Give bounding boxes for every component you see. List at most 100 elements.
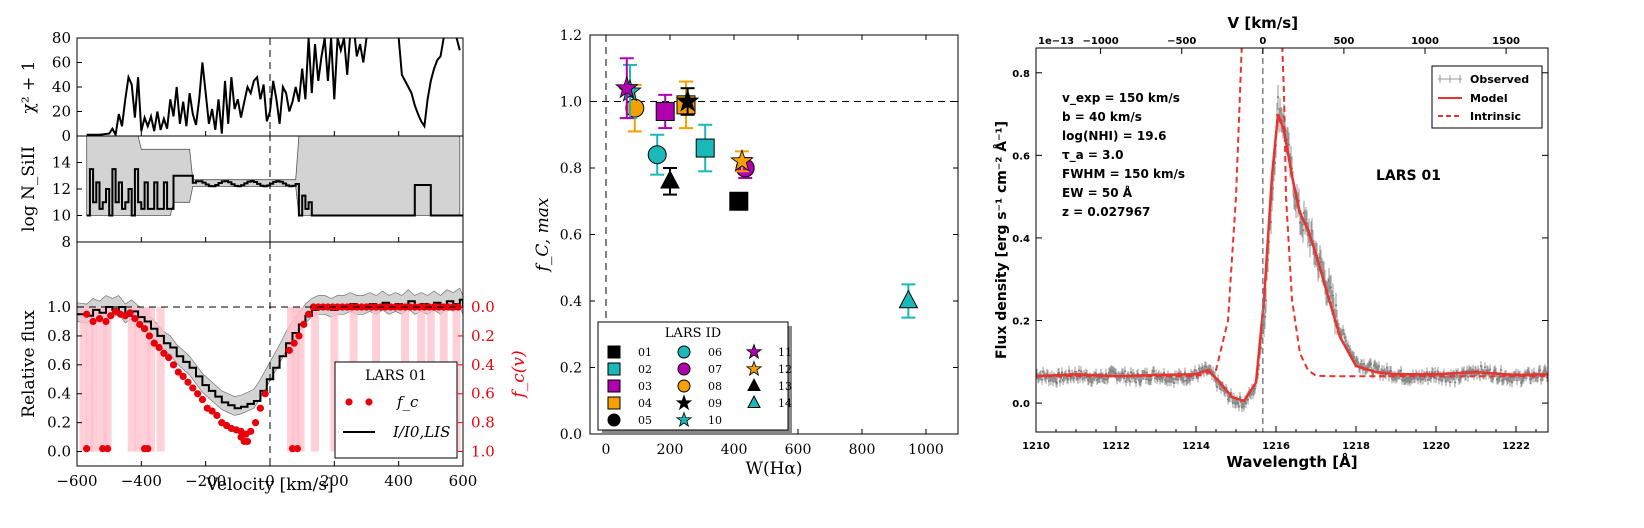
observed-point	[1215, 385, 1219, 388]
ytick-label: 0.4	[560, 294, 582, 310]
ytick-label: 0.6	[1012, 151, 1030, 162]
marker-circle	[677, 379, 691, 393]
top-xtick-label: 500	[1333, 36, 1354, 47]
fc-point	[160, 349, 168, 357]
xtick-label: 800	[849, 442, 876, 458]
ytick-label: 0.4	[1012, 234, 1030, 245]
xtick-label: 600	[449, 472, 478, 490]
xtick-label: 200	[657, 442, 684, 458]
fc-point	[194, 390, 202, 398]
right-panel: 1210 1212 1214 1216 1218 1220 1222 0.0 0.2 0.4 0.6…	[993, 14, 1549, 471]
observed-point	[1162, 371, 1166, 374]
ytick-label: 0.2	[560, 361, 582, 377]
legend-entry: 11	[778, 346, 792, 359]
middle-xlabel: W(Hα)	[745, 459, 802, 479]
legend-entry: 02	[638, 363, 652, 376]
param-annotation: log(NHI) = 19.6	[1062, 129, 1166, 143]
top-xtick-label: −500	[1167, 36, 1196, 47]
marker-triangle	[747, 378, 761, 391]
xtick-label: 1210	[1022, 441, 1050, 452]
observed-point	[1488, 368, 1492, 371]
marker-circle	[625, 98, 645, 118]
xtick-label: 1000	[908, 442, 944, 458]
xtick-label: −400	[121, 472, 162, 490]
panel-label: LARS 01	[1376, 168, 1441, 184]
observed-point	[1253, 387, 1257, 390]
observed-point	[1429, 376, 1433, 380]
observed-point	[1076, 377, 1080, 381]
marker-star	[614, 75, 639, 99]
marker-triangle	[660, 169, 680, 189]
fc-right-ylabel: f_c(v)	[509, 350, 529, 399]
marker-star	[675, 89, 700, 112]
observed-point	[1483, 366, 1487, 369]
observed-point	[1055, 381, 1059, 384]
ytick-label: 20	[52, 103, 71, 121]
param-annotation: τ_a = 3.0	[1062, 148, 1123, 163]
marker-star	[745, 360, 763, 377]
fc-point	[126, 309, 134, 317]
legend-title: LARS ID	[665, 326, 721, 341]
ytick-label: 8	[61, 233, 71, 251]
fc-point	[83, 310, 91, 318]
fc-point	[293, 445, 301, 453]
fc-point	[145, 332, 153, 340]
model-line	[1036, 113, 1548, 403]
ytick-label: 0.4	[47, 385, 71, 403]
fc-point	[285, 346, 293, 354]
logN-ylabel: log N_SiII	[19, 146, 39, 232]
fc-point	[295, 332, 303, 340]
right-ytick-label: 0.2	[471, 327, 495, 345]
xtick-label: 1218	[1342, 441, 1370, 452]
middle-panel: 0 200 400 600 800 1000 0.0 0.2 0.4 0.6 0.8 1.0 1.2 W(…	[533, 28, 959, 479]
observed-point	[1242, 405, 1246, 408]
fc-point	[261, 390, 269, 398]
fc-point	[165, 354, 173, 362]
observed-point	[1419, 378, 1423, 381]
right-xlabel: Wavelength [Å]	[1226, 452, 1357, 471]
marker-square	[695, 138, 715, 158]
observed-point	[1066, 378, 1070, 381]
xtick-label: 1222	[1502, 441, 1530, 452]
ytick-label: 14	[52, 154, 71, 172]
ytick-label: 0.8	[47, 327, 71, 345]
flux-band	[77, 287, 463, 416]
left-xlabel: Velocity [km/s]	[205, 475, 333, 495]
observed-point	[1287, 143, 1291, 146]
fc-point	[155, 343, 163, 352]
observed-point	[1380, 369, 1384, 372]
fc-point	[95, 314, 104, 323]
xtick-label: 1212	[1102, 441, 1130, 452]
legend-entry: 06	[708, 346, 722, 359]
legend-box	[334, 361, 458, 459]
observed-point	[1538, 369, 1542, 372]
observed-point	[1301, 229, 1305, 232]
observed-point	[1433, 370, 1437, 374]
fc-point	[150, 339, 158, 347]
right-ytick-label: 0.4	[471, 356, 495, 374]
param-annotation: v_exp = 150 km/s	[1062, 91, 1180, 106]
marker-square	[655, 101, 675, 121]
xtick-label: 1214	[1182, 441, 1210, 452]
observed-point	[1060, 371, 1064, 374]
fc-point	[103, 445, 112, 453]
observed-point	[1122, 377, 1126, 380]
observed-point	[1264, 299, 1268, 302]
marker-star	[745, 343, 763, 360]
fc-uncertainty-bar	[142, 307, 151, 452]
fc-uncertainty-bar	[85, 307, 94, 452]
fc-point	[189, 384, 197, 392]
top-xtick-label: 1000	[1411, 36, 1439, 47]
legend-entry: 01	[638, 346, 652, 359]
observed-point	[1188, 379, 1192, 382]
ytick-label: 0.2	[47, 414, 71, 432]
observed-point	[1152, 369, 1156, 373]
observed-point	[1544, 370, 1548, 373]
legend-entry-observed: Observed	[1470, 73, 1529, 86]
xtick-label: 200	[320, 472, 349, 490]
observed-point	[1244, 402, 1248, 405]
fc-point	[256, 404, 264, 412]
ytick-label: 0.6	[47, 356, 71, 374]
legend-entry: 07	[708, 363, 722, 376]
flux-ylabel: Relative flux	[19, 310, 39, 418]
